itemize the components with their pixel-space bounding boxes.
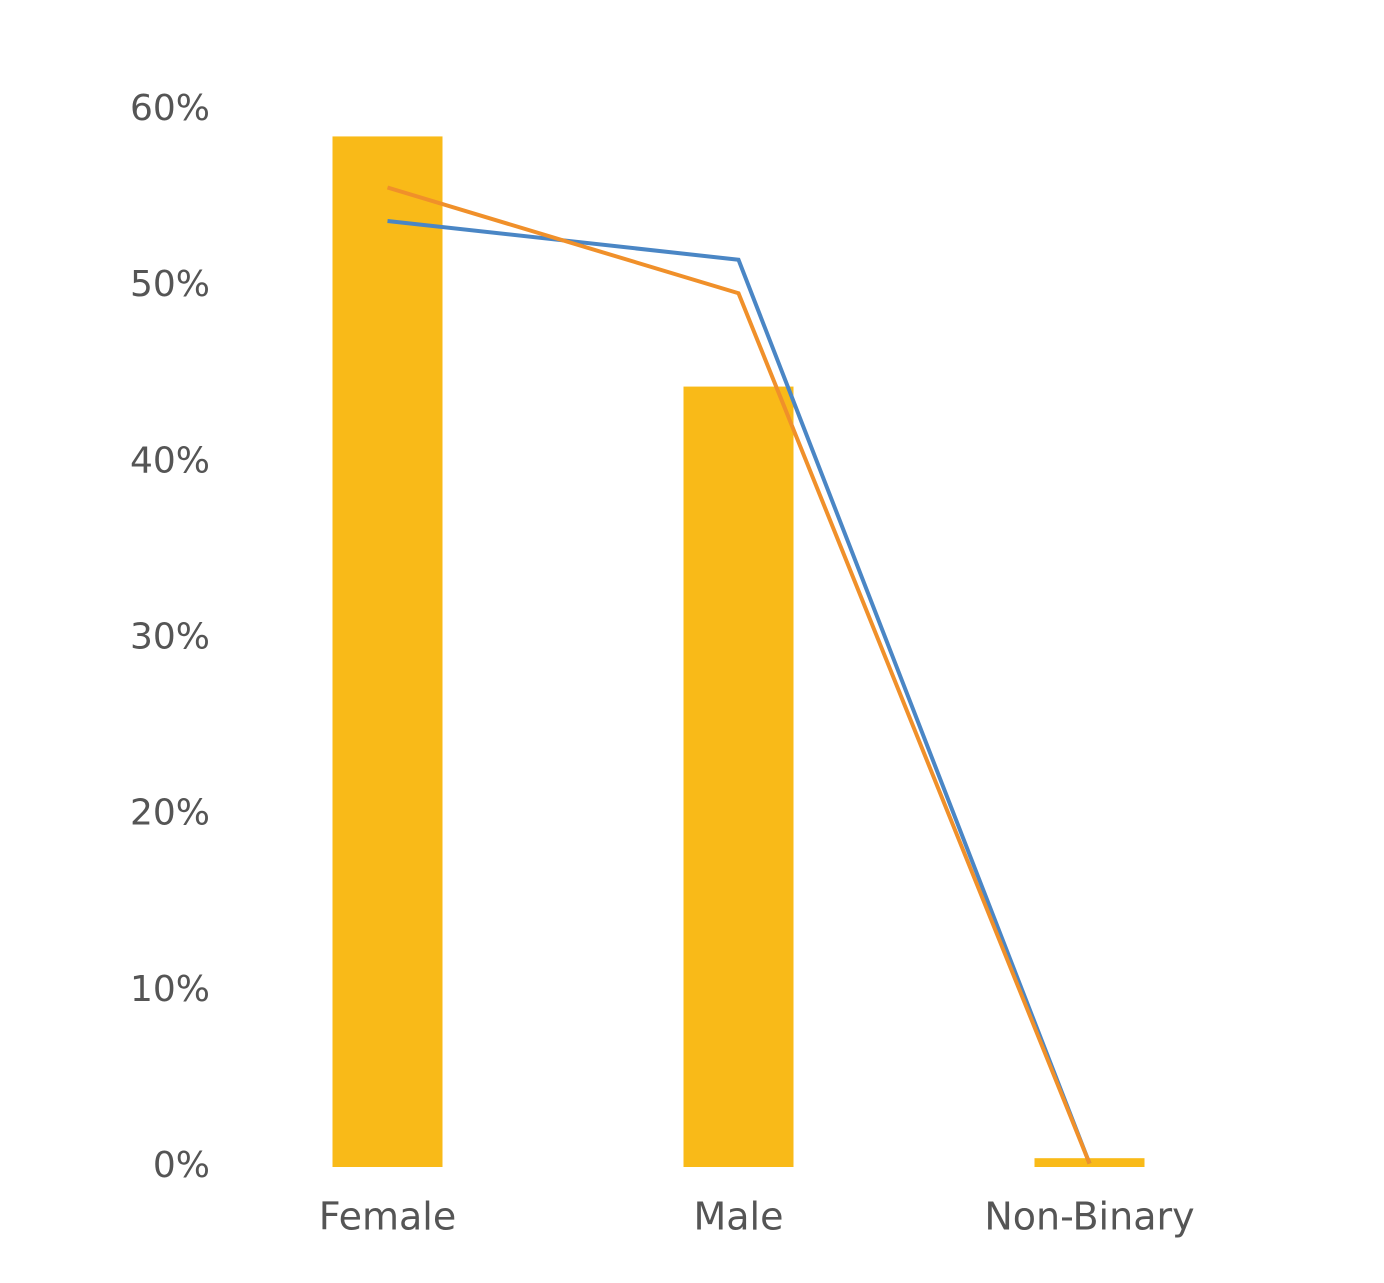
y-tick-label: 10% [130, 969, 210, 1010]
line [387, 218, 1092, 1165]
x-tick-label: Female [319, 1195, 456, 1239]
y-tick-label: 60% [130, 88, 210, 129]
x-tick-label: Non-Binary [984, 1195, 1194, 1239]
y-tick-label: 50% [130, 264, 210, 305]
line [386, 185, 1092, 1165]
bar [332, 136, 443, 1167]
y-tick-label: 40% [130, 440, 210, 481]
bar [683, 386, 794, 1167]
x-tick-label: Male [693, 1195, 783, 1239]
y-tick-label: 30% [130, 617, 210, 658]
y-tick-label: 0% [153, 1145, 210, 1186]
y-tick-label: 20% [130, 793, 210, 834]
